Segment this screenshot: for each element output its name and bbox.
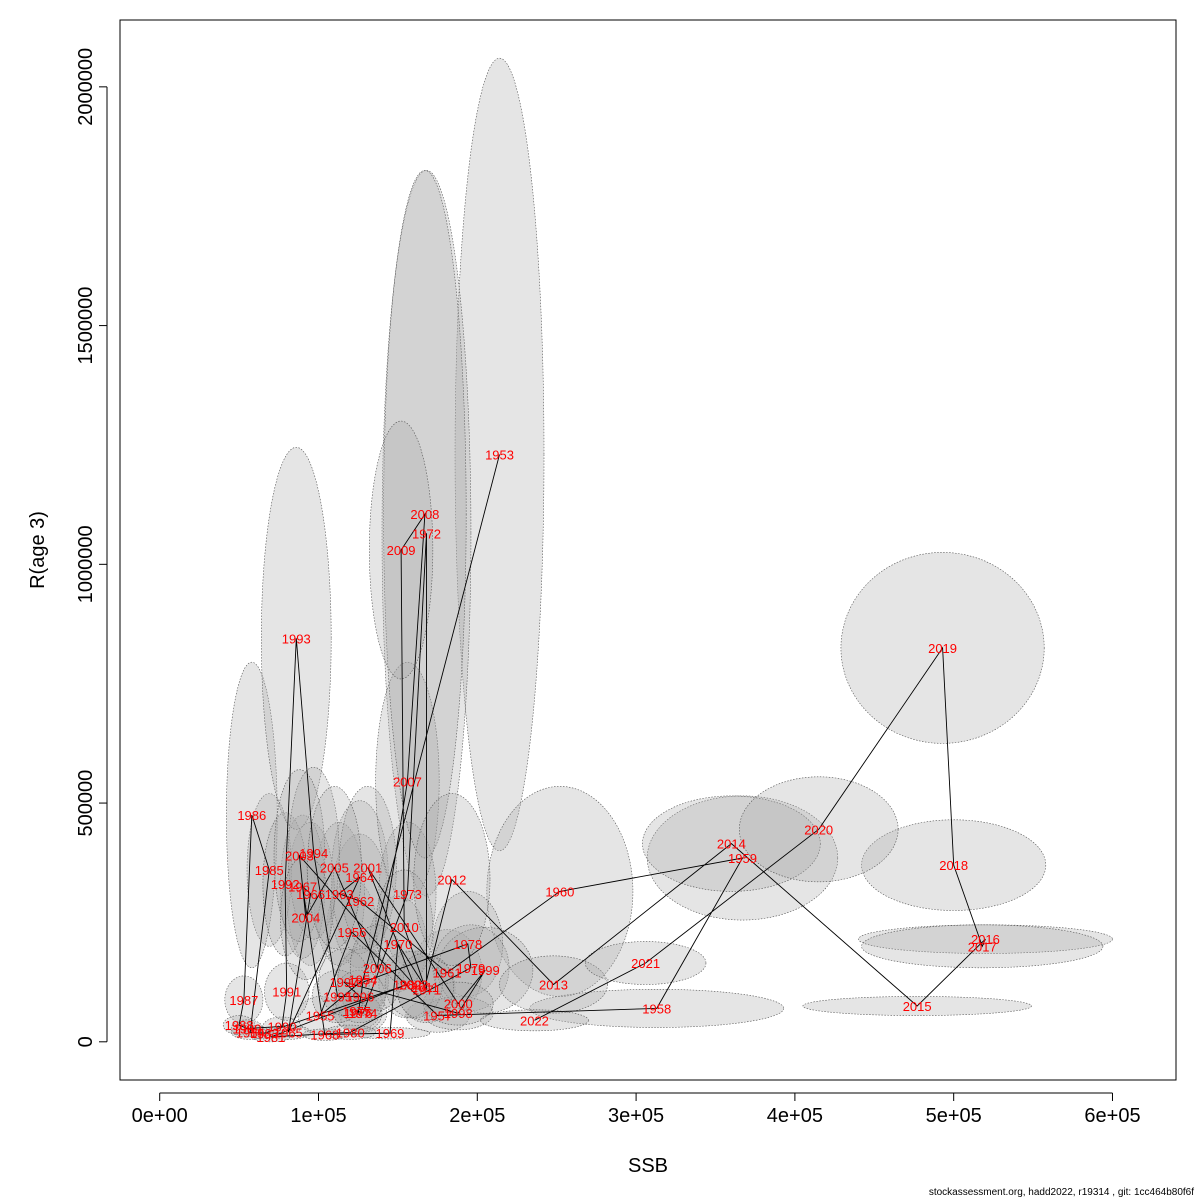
year-label-1978: 1978: [453, 937, 482, 952]
year-label-1997: 1997: [329, 975, 358, 990]
year-label-2003: 2003: [285, 849, 314, 864]
year-label-2000: 2000: [444, 997, 473, 1012]
year-label-1992: 1992: [271, 877, 300, 892]
year-label-1956: 1956: [337, 925, 366, 940]
year-label-1972: 1972: [412, 526, 441, 541]
year-label-1957: 1957: [423, 1009, 452, 1024]
ellipse-1999: [437, 926, 534, 1014]
year-label-1954: 1954: [348, 973, 377, 988]
year-label-1986: 1986: [237, 808, 266, 823]
year-label-1970: 1970: [383, 937, 412, 952]
year-label-1996: 1996: [345, 989, 374, 1004]
x-axis: 0e+00 1e+05 2e+05 3e+05 4e+05 5e+05 6e+05: [132, 1092, 1141, 1127]
year-label-1974: 1974: [348, 1006, 377, 1021]
year-label-1990: 1990: [268, 1020, 297, 1035]
year-label-2019: 2019: [928, 641, 957, 656]
year-label-1963: 1963: [325, 887, 354, 902]
ellipse-1953: [454, 57, 545, 852]
x-tick-label: 5e+05: [926, 1105, 982, 1127]
y-tick-label: 1000000: [75, 525, 97, 603]
year-label-1998: 1998: [444, 1006, 473, 1021]
year-label-2015: 2015: [903, 999, 932, 1014]
year-label-1962: 1962: [345, 894, 374, 909]
year-label-1983: 1983: [250, 1026, 279, 1041]
year-label-1989: 1989: [233, 1021, 262, 1036]
year-label-2001: 2001: [353, 861, 382, 876]
x-tick-label: 0e+00: [132, 1105, 188, 1127]
x-tick-label: 1e+05: [290, 1105, 346, 1127]
year-label-2016: 2016: [971, 932, 1000, 947]
year-label-2002: 2002: [399, 978, 428, 993]
ellipse-2022: [480, 1009, 589, 1032]
year-label-2011: 2011: [411, 980, 439, 995]
year-label-1999: 1999: [471, 963, 500, 978]
year-label-1982: 1982: [393, 978, 422, 993]
trajectory-line: [238, 454, 986, 1038]
year-label-2010: 2010: [390, 920, 419, 935]
y-tick-label: 2000000: [75, 48, 97, 126]
year-label-1967: 1967: [288, 880, 317, 895]
year-label-1971: 1971: [412, 982, 441, 997]
plot-frame: [119, 19, 1177, 1081]
year-label-1973: 1973: [393, 887, 422, 902]
year-label-1953: 1953: [485, 448, 514, 463]
year-label-1987: 1987: [229, 993, 258, 1008]
year-label-2014: 2014: [717, 837, 746, 852]
year-label-1959: 1959: [728, 851, 757, 866]
y-tick-label: 0: [75, 1036, 97, 1047]
x-tick-label: 3e+05: [608, 1105, 664, 1127]
year-label-2008: 2008: [410, 507, 439, 522]
year-label-1980: 1980: [336, 1025, 365, 1040]
footer-credit: stockassessment.org, hadd2022, r19314 , …: [928, 1187, 1194, 1198]
x-tick-label: 4e+05: [767, 1105, 823, 1127]
year-label-2006: 2006: [363, 961, 392, 976]
y-tick-label: 500000: [75, 770, 97, 837]
year-label-1977: 1977: [348, 975, 377, 990]
year-label-2009: 2009: [387, 543, 416, 558]
y-axis-title: R(age 3): [27, 511, 49, 589]
year-label-1988: 1988: [225, 1018, 254, 1033]
year-label-1969: 1969: [375, 1026, 404, 1041]
x-tick-label: 2e+05: [449, 1105, 505, 1127]
year-label-1975: 1975: [342, 1004, 371, 1019]
year-label-1965: 1965: [274, 1025, 303, 1040]
year-label-2018: 2018: [939, 858, 968, 873]
year-label-2007: 2007: [393, 775, 422, 790]
y-tick-label: 1500000: [75, 287, 97, 365]
year-label-2017: 2017: [968, 939, 997, 954]
year-label-2020: 2020: [804, 822, 833, 837]
year-label-1994: 1994: [299, 846, 328, 861]
year-label-1993: 1993: [282, 631, 311, 646]
year-label-1960: 1960: [545, 884, 574, 899]
year-label-1966: 1966: [296, 887, 325, 902]
x-tick-label: 6e+05: [1084, 1105, 1140, 1127]
year-label-1995: 1995: [323, 989, 352, 1004]
year-label-1964: 1964: [345, 870, 374, 885]
year-label-1979: 1979: [456, 961, 485, 976]
y-axis: 0 500000 1000000 1500000 2000000: [75, 48, 108, 1047]
x-axis-title: SSB: [628, 1155, 668, 1177]
year-label-2013: 2013: [539, 978, 568, 993]
year-label-1955: 1955: [306, 1009, 335, 1024]
year-label-1976: 1976: [344, 1006, 373, 1021]
year-label-1968: 1968: [310, 1028, 339, 1043]
trajectory-line-group: [238, 454, 986, 1038]
year-label-1961: 1961: [433, 966, 462, 981]
year-label-1984: 1984: [236, 1025, 265, 1040]
year-label-2012: 2012: [437, 872, 466, 887]
year-label-2004: 2004: [291, 911, 320, 926]
year-label-1981: 1981: [256, 1030, 285, 1045]
year-label-2021: 2021: [631, 956, 660, 971]
year-label-1958: 1958: [642, 1001, 671, 1016]
year-label-2005: 2005: [320, 861, 349, 876]
year-label-1985: 1985: [255, 863, 284, 878]
year-label-2022: 2022: [520, 1013, 549, 1028]
year-labels: 1953 1954 1955 1956 1957 1958 1959 1960 1961 1962…: [225, 448, 1000, 1046]
year-label-1991: 1991: [272, 985, 301, 1000]
